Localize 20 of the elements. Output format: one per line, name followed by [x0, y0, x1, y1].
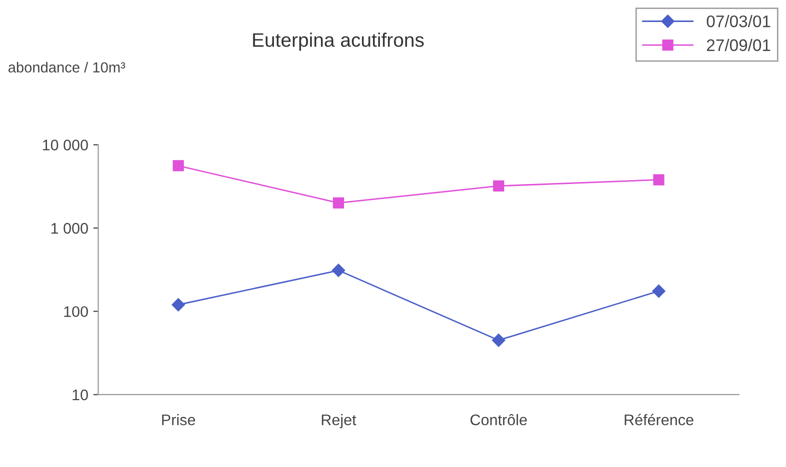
x-tick-label: Contrôle	[470, 414, 527, 426]
legend-label: 27/09/01	[706, 38, 770, 52]
y-tick-label: 10 000	[42, 140, 88, 150]
x-tick-label: Rejet	[322, 414, 356, 428]
x-tick-label: Prise	[162, 414, 196, 426]
point	[172, 298, 185, 312]
y-tick-label: 100	[64, 306, 88, 318]
point	[332, 264, 346, 277]
point	[493, 180, 504, 192]
point	[652, 284, 666, 298]
x-tick-label: Référence	[624, 414, 694, 426]
point	[492, 334, 506, 347]
point	[332, 197, 344, 209]
y-axis-title: abondance / 10m³	[8, 62, 126, 73]
legend-label: 07/03/01	[706, 15, 770, 28]
point	[653, 174, 664, 186]
point	[172, 160, 184, 172]
y-tick-label: 10	[72, 389, 88, 400]
chart-title: Euterpina acutifrons	[253, 32, 424, 51]
y-tick-label: 1 000	[51, 222, 88, 234]
